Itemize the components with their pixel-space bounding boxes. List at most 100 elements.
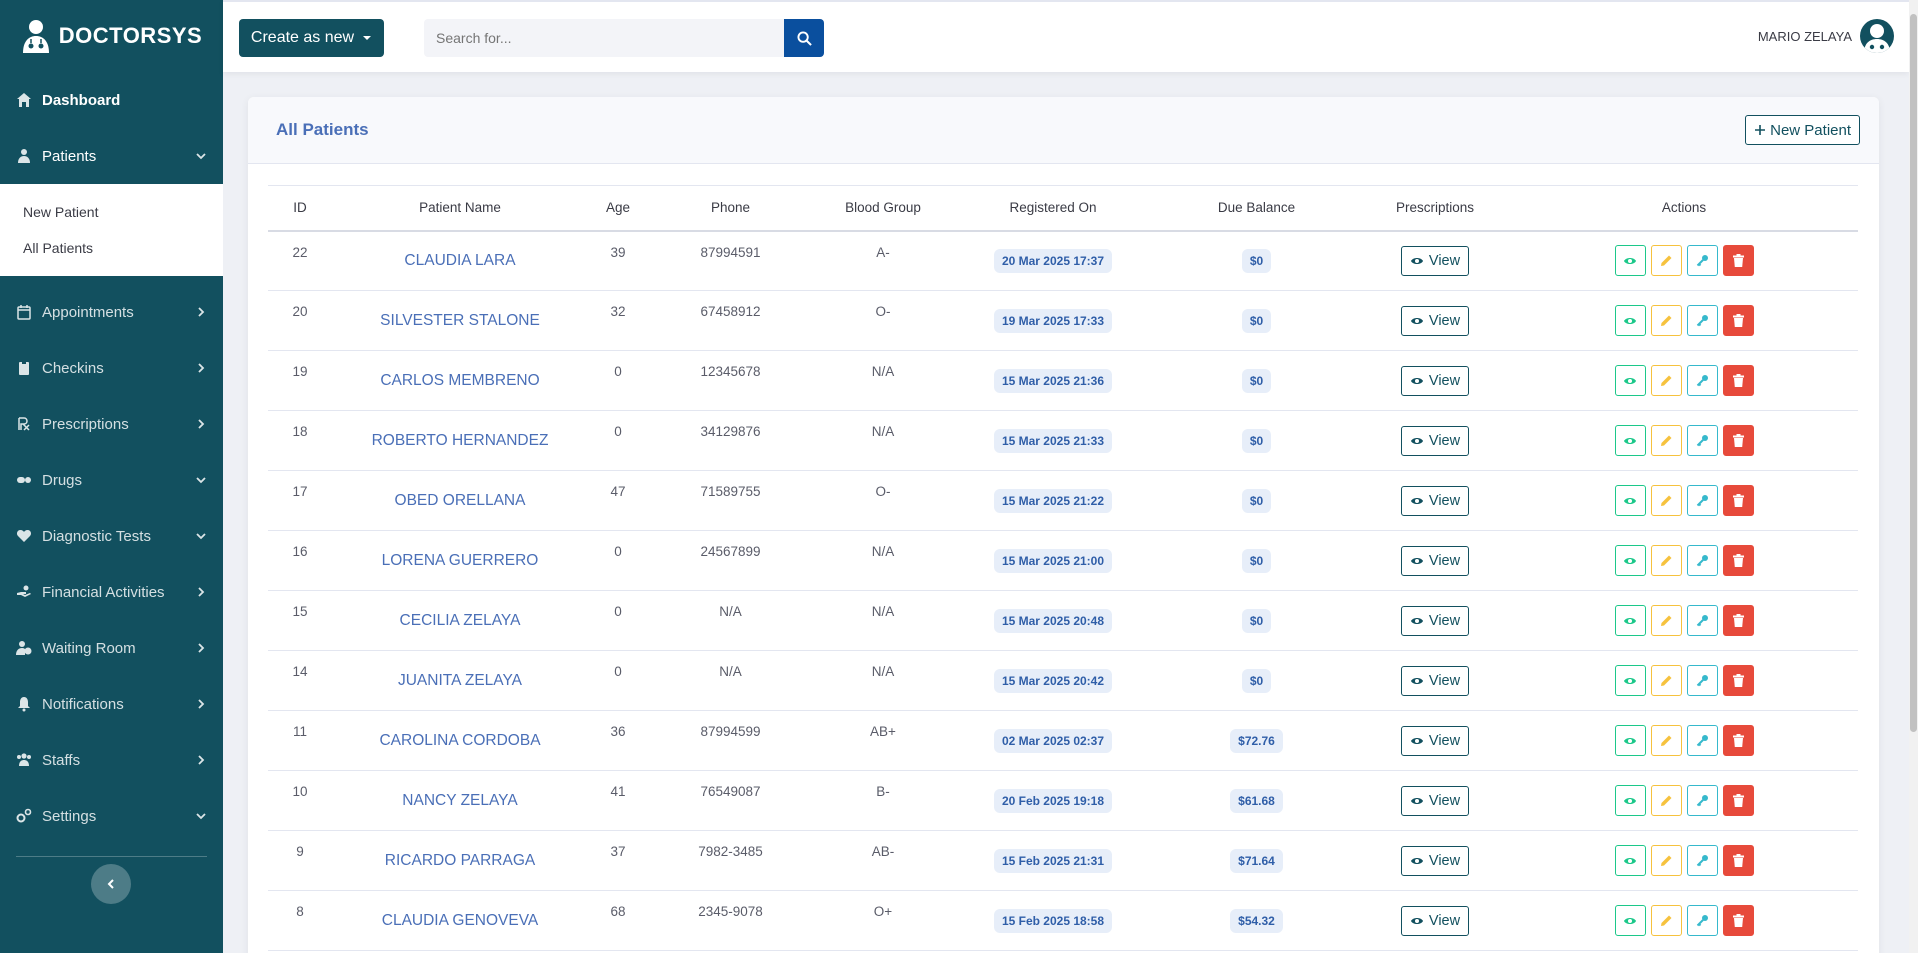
sidebar-item-diagnostic-tests[interactable]: Diagnostic Tests — [0, 508, 223, 564]
patient-key-button[interactable] — [1686, 365, 1718, 396]
patient-name-link[interactable]: JUANITA ZELAYA — [397, 671, 523, 689]
edit-patient-button[interactable] — [1650, 845, 1682, 876]
view-prescriptions-button[interactable]: View — [1400, 365, 1470, 396]
sidebar-item-settings[interactable]: Settings — [0, 788, 223, 844]
view-prescriptions-button[interactable]: View — [1400, 485, 1470, 516]
view-patient-button[interactable] — [1614, 485, 1646, 516]
sidebar-item-appointments[interactable]: Appointments — [0, 284, 223, 340]
view-patient-button[interactable] — [1614, 725, 1646, 756]
sidebar-item-prescriptions[interactable]: Prescriptions — [0, 396, 223, 452]
edit-patient-button[interactable] — [1650, 665, 1682, 696]
patient-key-button[interactable] — [1686, 665, 1718, 696]
search-input[interactable] — [424, 19, 784, 57]
delete-patient-button[interactable] — [1722, 665, 1754, 696]
view-prescriptions-button[interactable]: View — [1400, 605, 1470, 636]
edit-patient-button[interactable] — [1650, 305, 1682, 336]
patient-name-link[interactable]: ROBERTO HERNANDEZ — [371, 431, 549, 449]
delete-patient-button[interactable] — [1722, 725, 1754, 756]
delete-patient-button[interactable] — [1722, 485, 1754, 516]
sidebar-item-staffs[interactable]: Staffs — [0, 732, 223, 788]
delete-patient-button[interactable] — [1722, 245, 1754, 277]
sidebar-item-notifications[interactable]: Notifications — [0, 676, 223, 732]
view-patient-button[interactable] — [1614, 665, 1646, 696]
edit-patient-button[interactable] — [1650, 905, 1682, 936]
view-patient-button[interactable] — [1614, 365, 1646, 396]
card-header: All Patients New Patient — [248, 97, 1879, 164]
view-prescriptions-button[interactable]: View — [1400, 305, 1470, 336]
view-prescriptions-button[interactable]: View — [1400, 785, 1470, 816]
patient-name-link[interactable]: CLAUDIA LARA — [404, 251, 516, 269]
edit-patient-button[interactable] — [1650, 725, 1682, 756]
patient-key-button[interactable] — [1686, 845, 1718, 876]
view-prescriptions-button[interactable]: View — [1400, 665, 1470, 696]
patient-key-button[interactable] — [1686, 305, 1718, 336]
patient-name-link[interactable]: CAROLINA CORDOBA — [379, 731, 541, 749]
patient-key-button[interactable] — [1686, 605, 1718, 636]
delete-patient-button[interactable] — [1722, 605, 1754, 636]
delete-patient-button[interactable] — [1722, 425, 1754, 456]
edit-patient-button[interactable] — [1650, 365, 1682, 396]
view-patient-button[interactable] — [1614, 785, 1646, 816]
patient-name-link[interactable]: RICARDO PARRAGA — [384, 851, 536, 869]
edit-patient-button[interactable] — [1650, 605, 1682, 636]
view-patient-button[interactable] — [1614, 305, 1646, 336]
sidebar-item-financial-activities[interactable]: Financial Activities — [0, 564, 223, 620]
edit-patient-button[interactable] — [1650, 485, 1682, 516]
patient-name-link[interactable]: CARLOS MEMBRENO — [380, 371, 540, 389]
cell-id: 18 — [268, 410, 332, 471]
patient-name-link[interactable]: CECILIA ZELAYA — [399, 611, 521, 629]
patient-name-link[interactable]: OBED ORELLANA — [394, 491, 526, 509]
view-prescriptions-button[interactable]: View — [1400, 905, 1470, 936]
sidebar-item-drugs[interactable]: Drugs — [0, 452, 223, 508]
delete-patient-button[interactable] — [1722, 785, 1754, 816]
brand-logo[interactable]: DOCTORSYS — [0, 0, 223, 72]
new-patient-button[interactable]: New Patient — [1745, 115, 1860, 145]
sidebar-item-waiting-room[interactable]: Waiting Room — [0, 620, 223, 676]
patient-name-link[interactable]: NANCY ZELAYA — [402, 791, 518, 809]
view-patient-button[interactable] — [1614, 905, 1646, 936]
edit-patient-button[interactable] — [1650, 785, 1682, 816]
patient-key-button[interactable] — [1686, 905, 1718, 936]
patient-key-button[interactable] — [1686, 725, 1718, 756]
delete-patient-button[interactable] — [1722, 545, 1754, 576]
patient-key-button[interactable] — [1686, 545, 1718, 576]
patient-key-button[interactable] — [1686, 245, 1718, 277]
edit-patient-button[interactable] — [1650, 425, 1682, 456]
user-menu[interactable]: MARIO ZELAYA — [1758, 19, 1894, 53]
table-row: 18 ROBERTO HERNANDEZ 0 34129876 N/A 15 Mar 20… — [268, 410, 1858, 471]
patient-key-button[interactable] — [1686, 485, 1718, 516]
page-scrollbar[interactable] — [1909, 0, 1918, 953]
delete-patient-button[interactable] — [1722, 365, 1754, 396]
view-patient-button[interactable] — [1614, 545, 1646, 576]
scrollbar-thumb[interactable] — [1910, 14, 1917, 732]
patient-key-button[interactable] — [1686, 425, 1718, 456]
delete-patient-button[interactable] — [1722, 905, 1754, 936]
edit-patient-button[interactable] — [1650, 545, 1682, 576]
delete-patient-button[interactable] — [1722, 305, 1754, 336]
calendar-icon — [16, 304, 32, 320]
view-prescriptions-button[interactable]: View — [1400, 425, 1470, 456]
view-patient-button[interactable] — [1614, 245, 1646, 277]
sidebar-item-dashboard[interactable]: Dashboard — [0, 72, 223, 128]
create-as-new-button[interactable]: Create as new — [239, 19, 384, 57]
sidebar-toggle-button[interactable] — [91, 864, 131, 904]
patient-name-link[interactable]: SILVESTER STALONE — [380, 311, 540, 329]
edit-patient-button[interactable] — [1650, 245, 1682, 277]
view-patient-button[interactable] — [1614, 425, 1646, 456]
submenu-new-patient[interactable]: New Patient — [23, 204, 99, 220]
search-button[interactable] — [784, 19, 824, 57]
sidebar-item-patients[interactable]: Patients — [0, 128, 223, 184]
view-prescriptions-button[interactable]: View — [1400, 845, 1470, 876]
view-prescriptions-button[interactable]: View — [1400, 725, 1470, 756]
sidebar-item-checkins[interactable]: Checkins — [0, 340, 223, 396]
delete-patient-button[interactable] — [1722, 845, 1754, 876]
view-prescriptions-button[interactable]: View — [1400, 245, 1470, 276]
view-patient-button[interactable] — [1614, 605, 1646, 636]
submenu-all-patients[interactable]: All Patients — [23, 240, 94, 256]
patient-key-button[interactable] — [1686, 785, 1718, 816]
eye-icon — [1624, 257, 1636, 264]
view-patient-button[interactable] — [1614, 845, 1646, 876]
patient-name-link[interactable]: CLAUDIA GENOVEVA — [381, 911, 539, 929]
patient-name-link[interactable]: LORENA GUERRERO — [381, 551, 539, 569]
view-prescriptions-button[interactable]: View — [1400, 545, 1470, 576]
